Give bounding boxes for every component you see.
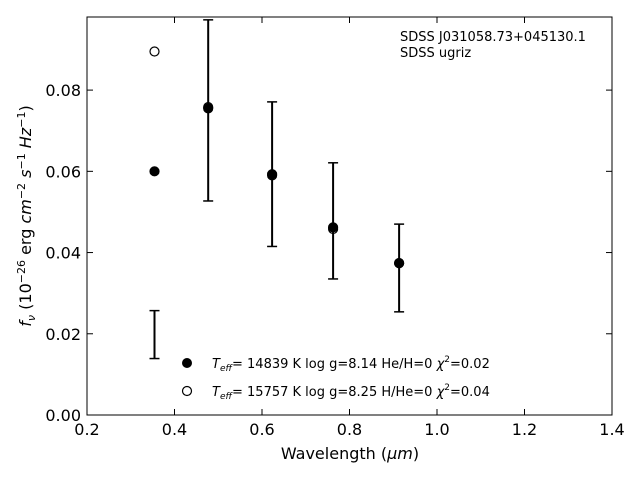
y-tick-label: 0.02 <box>45 325 81 344</box>
legend: Teff= 14839 K log g=8.14 He/H=0 χ2=0.02 … <box>181 355 490 402</box>
point-filled <box>149 166 160 177</box>
legend-label-2: Teff= 15757 K log g=8.25 H/He=0 χ2=0.04 <box>212 383 490 402</box>
x-tick-label: 1.0 <box>424 420 449 439</box>
x-tick-label: 0.8 <box>337 420 362 439</box>
y-tick-label: 0.00 <box>45 406 81 425</box>
x-tick-label: 0.2 <box>74 420 99 439</box>
x-tick-label: 1.4 <box>599 420 624 439</box>
x-tick-label: 0.4 <box>162 420 187 439</box>
annotation-filter-set: SDSS ugriz <box>400 46 471 61</box>
point-open <box>203 102 214 113</box>
x-axis-title: Wavelength (μm) <box>281 444 419 463</box>
y-tick-label: 0.06 <box>45 162 81 181</box>
plot-frame <box>86 16 613 416</box>
x-tick-label: 0.6 <box>249 420 274 439</box>
legend-marker-open <box>181 385 193 397</box>
data-points <box>149 46 405 269</box>
annotation-object-name: SDSS J031058.73+045130.1 <box>400 30 586 45</box>
error-bars <box>149 19 405 360</box>
y-tick-label: 0.04 <box>45 244 81 263</box>
x-tick-label: 1.2 <box>512 420 537 439</box>
point-open <box>267 170 278 181</box>
point-open <box>327 223 339 235</box>
y-axis-title: fν (10−26 erg cm−2 s−1 Hz−1) <box>15 105 38 326</box>
point-open <box>394 258 405 269</box>
point-open <box>149 46 160 57</box>
y-tick-label: 0.08 <box>45 81 81 100</box>
legend-marker-filled <box>182 358 192 368</box>
legend-label-1: Teff= 14839 K log g=8.14 He/H=0 χ2=0.02 <box>212 355 490 374</box>
